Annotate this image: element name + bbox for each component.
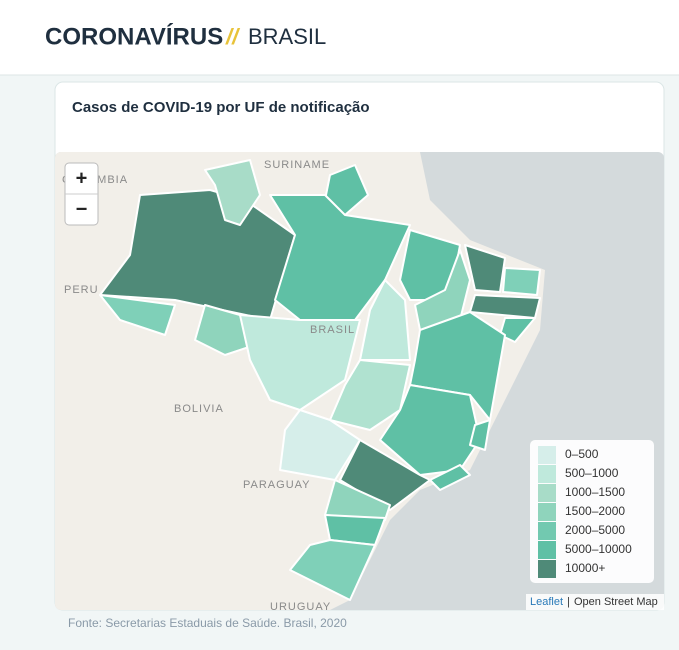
map-label: PERU (64, 284, 99, 296)
legend-label: 0–500 (565, 447, 599, 461)
states (99, 159, 541, 601)
legend-swatch (538, 484, 556, 502)
map-label: BOLIVIA (174, 403, 224, 415)
legend-label: 2000–5000 (565, 523, 625, 537)
legend-swatch (538, 522, 556, 540)
zoom-in[interactable]: + (76, 167, 88, 189)
legend-swatch (538, 465, 556, 483)
header-separator: // (225, 24, 241, 49)
header-title: CORONAVÍRUS (45, 22, 223, 50)
attribution-sep: | (567, 596, 570, 608)
legend-label: 5000–10000 (565, 542, 632, 556)
legend-swatch (538, 541, 556, 559)
legend (530, 440, 654, 583)
footer-source: Fonte: Secretarias Estaduais de Saúde. B… (68, 616, 347, 630)
legend-swatch (538, 560, 556, 578)
card-title: Casos de COVID-19 por UF de notificação (72, 99, 370, 116)
header (0, 0, 679, 75)
legend-label: 1500–2000 (565, 504, 625, 518)
attribution-link[interactable]: Leaflet (530, 596, 563, 608)
legend-label: 1000–1500 (565, 485, 625, 499)
zoom-out[interactable]: − (76, 198, 88, 220)
map-label: BRASIL (310, 324, 355, 336)
map-label: SURINAME (264, 159, 330, 171)
map[interactable]: SURINAME COLOMBIA PERU BRASIL BOLIVIA PA… (55, 152, 664, 613)
legend-label: 500–1000 (565, 466, 619, 480)
map-label: PARAGUAY (243, 479, 311, 491)
map-label: URUGUAY (270, 601, 331, 613)
attribution (526, 594, 664, 610)
legend-swatch (538, 503, 556, 521)
header-subtitle: BRASIL (248, 24, 326, 49)
legend-label: 10000+ (565, 561, 605, 575)
attribution-osm: Open Street Map (574, 596, 658, 608)
legend-swatch (538, 446, 556, 464)
